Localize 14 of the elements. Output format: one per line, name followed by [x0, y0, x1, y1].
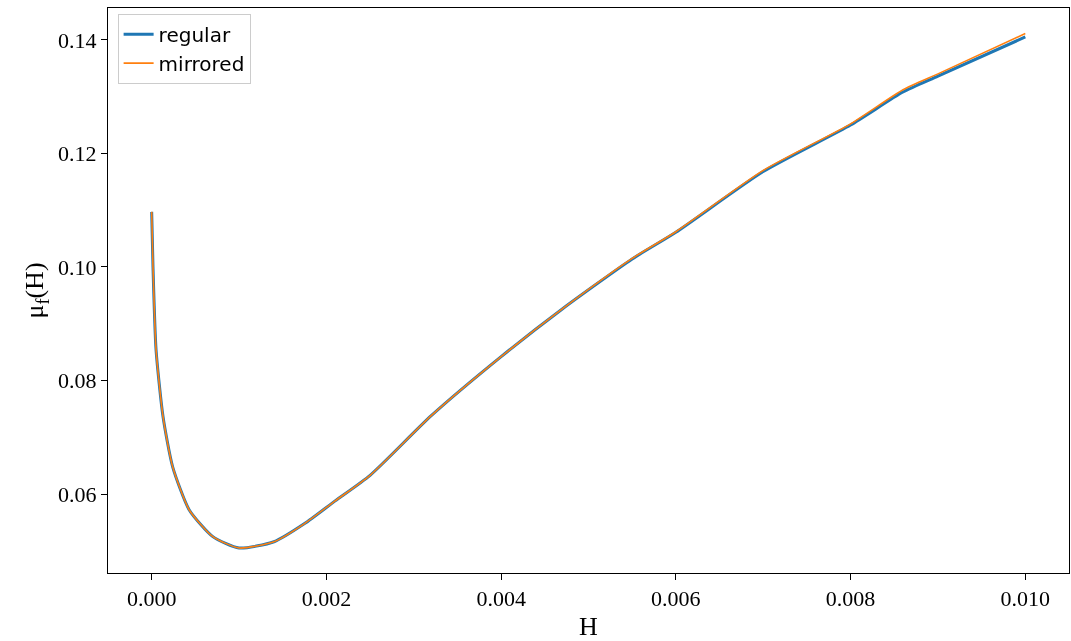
x-tick-label: 0.002 [301, 586, 352, 612]
x-tick-label: 0.010 [1000, 586, 1051, 612]
legend-label: regular [158, 22, 231, 47]
y-tick-label: 0.08 [58, 368, 97, 394]
x-tick-label: 0.006 [651, 586, 701, 612]
y-tick-label: 0.12 [58, 141, 97, 167]
x-tick-label: 0.000 [126, 586, 177, 612]
y-tick-label: 0.10 [58, 254, 97, 280]
legend-label: mirrored [158, 51, 245, 76]
x-tick-label: 0.004 [476, 586, 526, 612]
x-tick-label: 0.008 [825, 586, 876, 612]
y-tick-label: 0.14 [58, 27, 97, 53]
y-tick-label: 0.06 [58, 481, 97, 507]
x-axis-title: H [579, 612, 599, 641]
